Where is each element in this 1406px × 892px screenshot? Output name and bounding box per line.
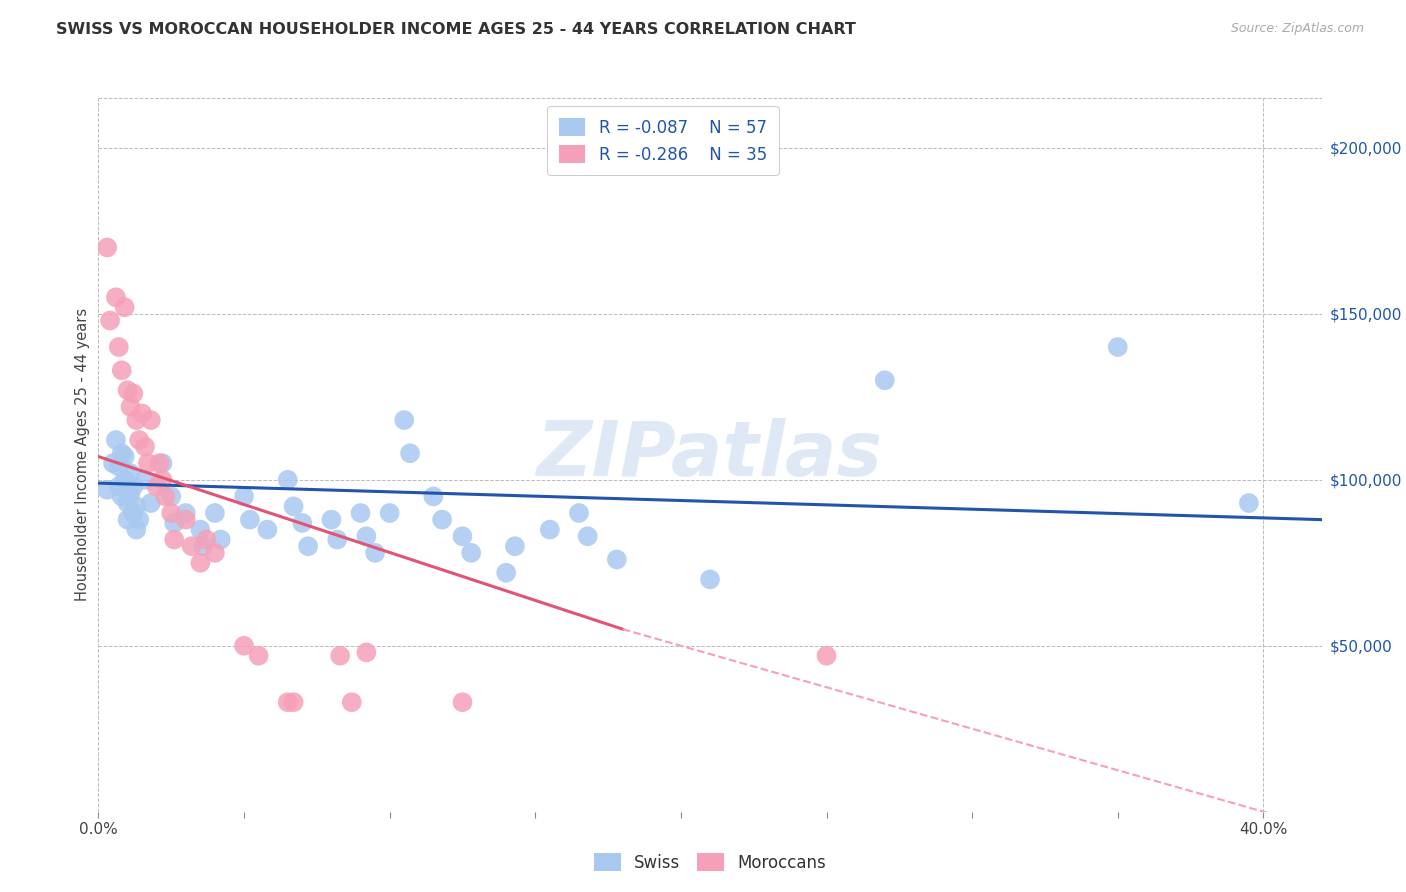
Point — [340, 695, 363, 709]
Point — [606, 552, 628, 566]
Point — [104, 433, 127, 447]
Point — [160, 506, 183, 520]
Point — [239, 513, 262, 527]
Point — [495, 566, 517, 580]
Point — [117, 496, 139, 510]
Point — [349, 506, 371, 520]
Point — [163, 516, 186, 530]
Point — [1107, 340, 1129, 354]
Point — [111, 446, 134, 460]
Point — [195, 533, 218, 547]
Point — [321, 513, 343, 527]
Point — [125, 413, 148, 427]
Point — [256, 523, 278, 537]
Point — [460, 546, 482, 560]
Point — [96, 483, 118, 497]
Point — [873, 373, 896, 387]
Point — [283, 500, 305, 514]
Point — [326, 533, 349, 547]
Point — [122, 479, 145, 493]
Point — [247, 648, 270, 663]
Point — [815, 648, 838, 663]
Point — [451, 695, 474, 709]
Point — [108, 340, 131, 354]
Point — [1237, 496, 1260, 510]
Legend: Swiss, Moroccans: Swiss, Moroccans — [585, 843, 835, 882]
Point — [356, 529, 378, 543]
Point — [128, 433, 150, 447]
Point — [111, 363, 134, 377]
Point — [149, 456, 172, 470]
Point — [277, 473, 299, 487]
Point — [193, 539, 215, 553]
Point — [392, 413, 416, 427]
Point — [96, 240, 118, 254]
Point — [104, 290, 127, 304]
Point — [277, 695, 299, 709]
Point — [291, 516, 314, 530]
Point — [356, 645, 378, 659]
Point — [163, 533, 186, 547]
Point — [152, 473, 174, 487]
Point — [699, 573, 721, 587]
Point — [204, 546, 226, 560]
Y-axis label: Householder Income Ages 25 - 44 years: Householder Income Ages 25 - 44 years — [75, 309, 90, 601]
Point — [399, 446, 422, 460]
Point — [128, 513, 150, 527]
Point — [188, 556, 212, 570]
Point — [120, 400, 142, 414]
Point — [297, 539, 319, 553]
Point — [503, 539, 526, 553]
Text: SWISS VS MOROCCAN HOUSEHOLDER INCOME AGES 25 - 44 YEARS CORRELATION CHART: SWISS VS MOROCCAN HOUSEHOLDER INCOME AGE… — [56, 22, 856, 37]
Point — [329, 648, 352, 663]
Point — [125, 500, 148, 514]
Point — [101, 456, 124, 470]
Point — [576, 529, 599, 543]
Point — [131, 406, 153, 420]
Point — [139, 496, 162, 510]
Point — [430, 513, 453, 527]
Point — [111, 490, 134, 504]
Point — [155, 490, 177, 504]
Point — [122, 506, 145, 520]
Point — [378, 506, 401, 520]
Point — [120, 466, 142, 480]
Point — [152, 456, 174, 470]
Text: Source: ZipAtlas.com: Source: ZipAtlas.com — [1230, 22, 1364, 36]
Point — [233, 639, 256, 653]
Point — [117, 383, 139, 397]
Point — [136, 456, 159, 470]
Point — [134, 473, 156, 487]
Point — [568, 506, 591, 520]
Point — [188, 523, 212, 537]
Point — [364, 546, 387, 560]
Point — [134, 440, 156, 454]
Text: ZIPatlas: ZIPatlas — [537, 418, 883, 491]
Point — [117, 513, 139, 527]
Point — [283, 695, 305, 709]
Point — [145, 479, 167, 493]
Point — [98, 313, 121, 327]
Point — [114, 473, 136, 487]
Point — [174, 513, 197, 527]
Point — [120, 486, 142, 500]
Point — [122, 386, 145, 401]
Point — [538, 523, 561, 537]
Point — [451, 529, 474, 543]
Point — [174, 506, 197, 520]
Point — [108, 479, 131, 493]
Point — [114, 300, 136, 314]
Point — [180, 539, 202, 553]
Point — [125, 523, 148, 537]
Point — [108, 459, 131, 474]
Point — [204, 506, 226, 520]
Point — [139, 413, 162, 427]
Point — [233, 490, 256, 504]
Point — [209, 533, 232, 547]
Point — [160, 490, 183, 504]
Point — [114, 450, 136, 464]
Point — [422, 490, 444, 504]
